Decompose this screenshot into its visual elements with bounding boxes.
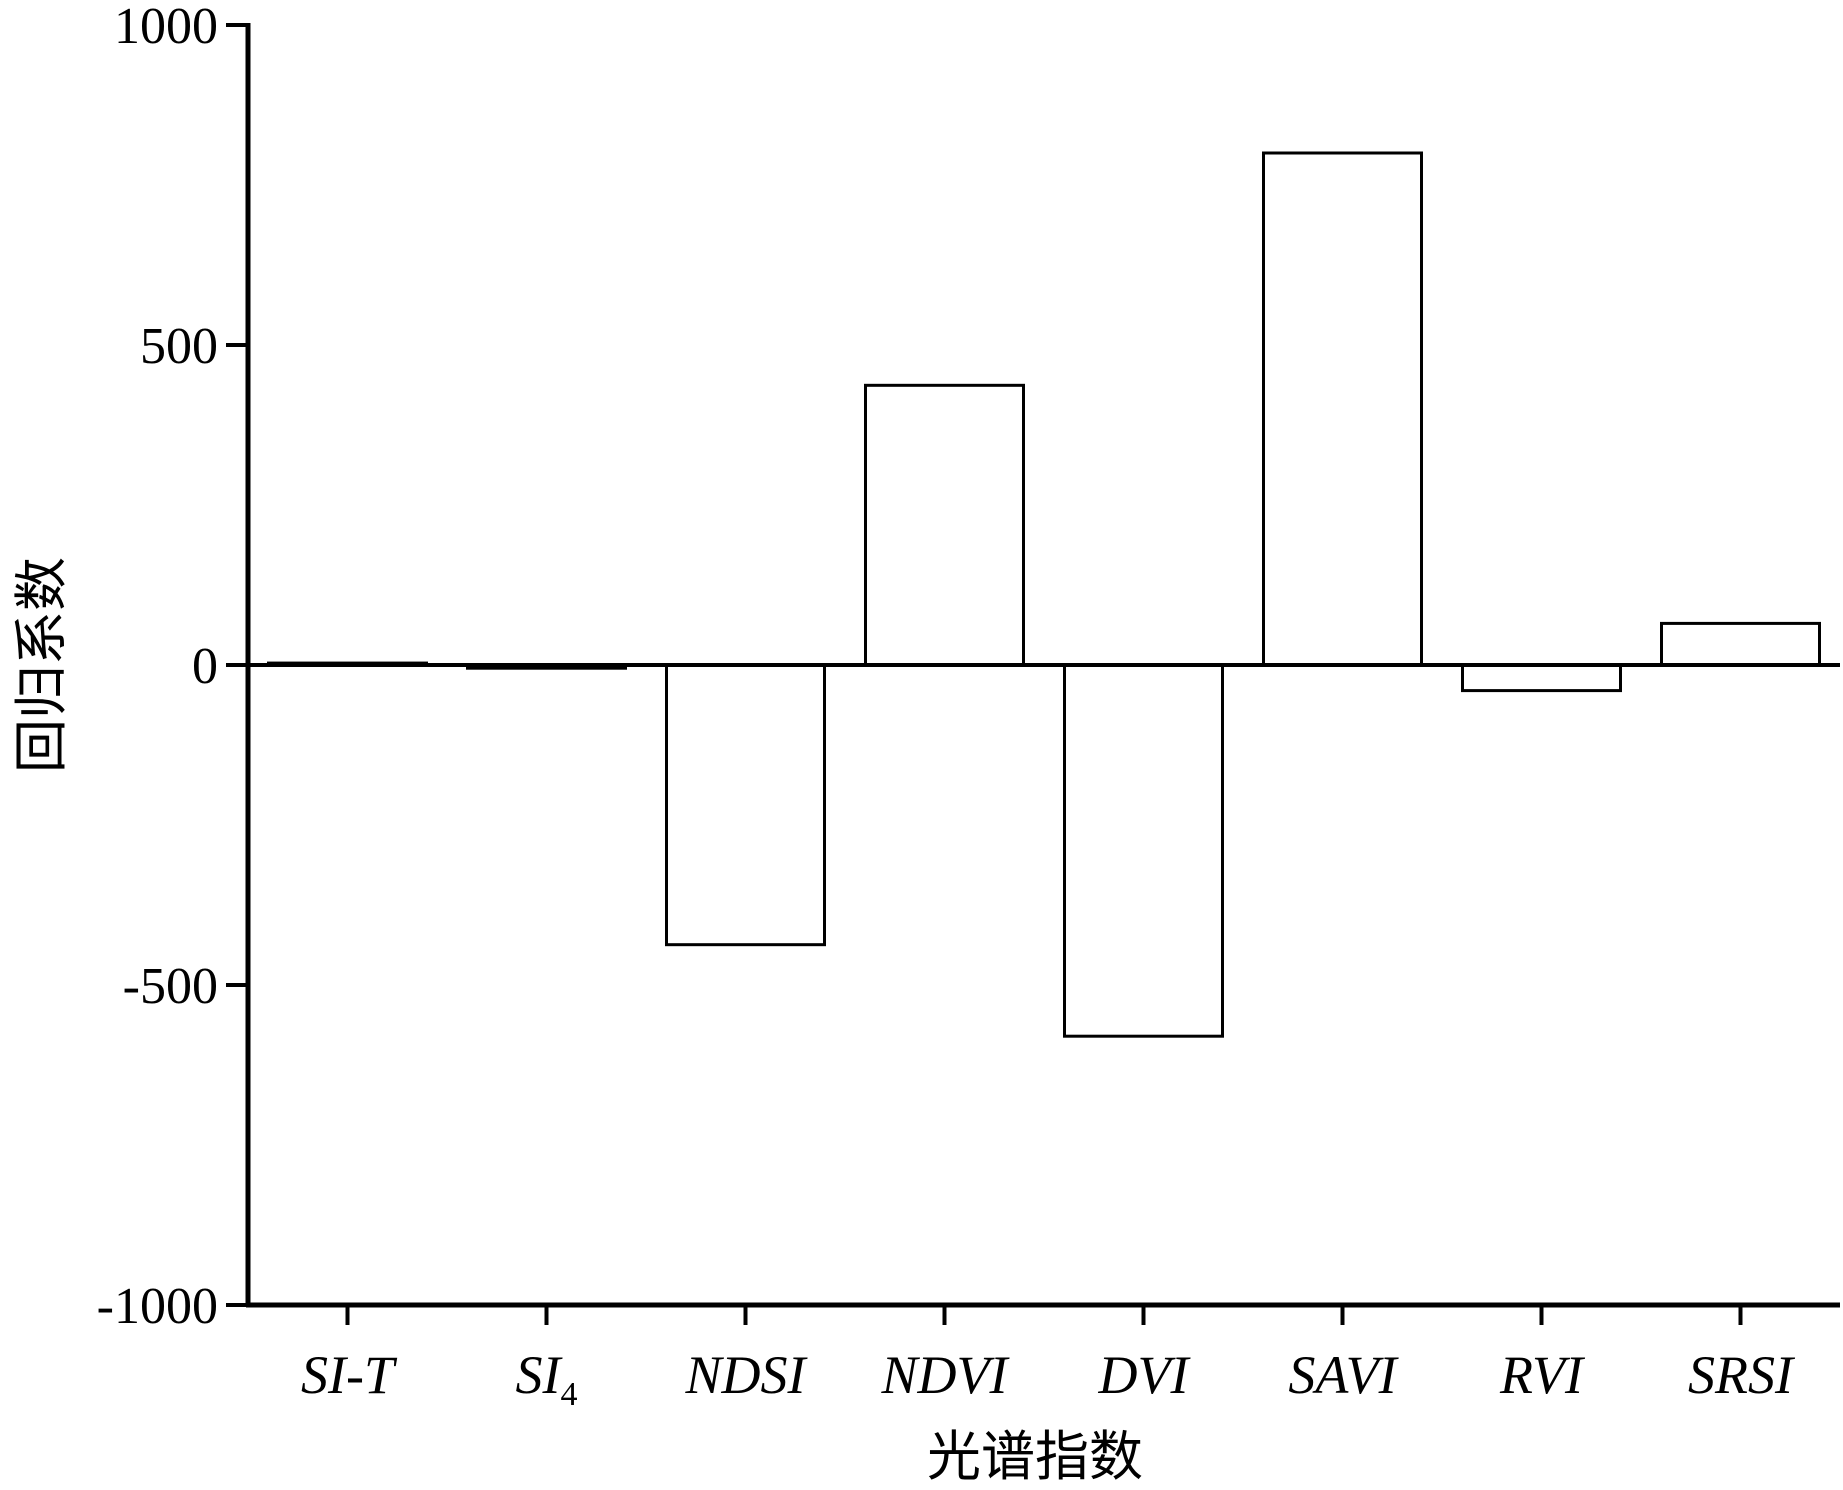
- x-tick-label: DVI: [1098, 1345, 1192, 1405]
- bar-rvi: [1461, 663, 1622, 693]
- y-axis-title: 回归系数: [10, 557, 73, 773]
- bar-ndsi: [665, 663, 826, 947]
- x-tick-label: SI4: [516, 1345, 578, 1413]
- bar-ndvi: [864, 383, 1025, 667]
- y-tick-label: 500: [140, 318, 218, 375]
- y-tick-label: -1000: [97, 1278, 218, 1335]
- x-tick-label: SAVI: [1288, 1345, 1399, 1405]
- x-axis-title: 光谱指数: [927, 1425, 1143, 1488]
- x-tick-label: SRSI: [1688, 1345, 1796, 1405]
- axes-layer: [226, 23, 1840, 1325]
- y-tick-label: -500: [123, 958, 218, 1015]
- bars-layer: [267, 151, 1821, 1038]
- y-tick-label: 1000: [114, 0, 218, 55]
- bar-srsi: [1660, 621, 1821, 667]
- labels-layer: 1000 500 0 -500 -1000 SI-T SI4 NDSI NDVI DVI SAVI R…: [97, 0, 1796, 1413]
- x-tick-label: SI-T: [301, 1345, 398, 1405]
- x-tick-label: NDVI: [881, 1345, 1011, 1405]
- bar-dvi: [1063, 663, 1224, 1038]
- y-tick-label: 0: [192, 638, 218, 695]
- x-tick-label: RVI: [1499, 1345, 1586, 1405]
- bar-savi: [1262, 151, 1423, 667]
- x-tick-label: NDSI: [685, 1345, 809, 1405]
